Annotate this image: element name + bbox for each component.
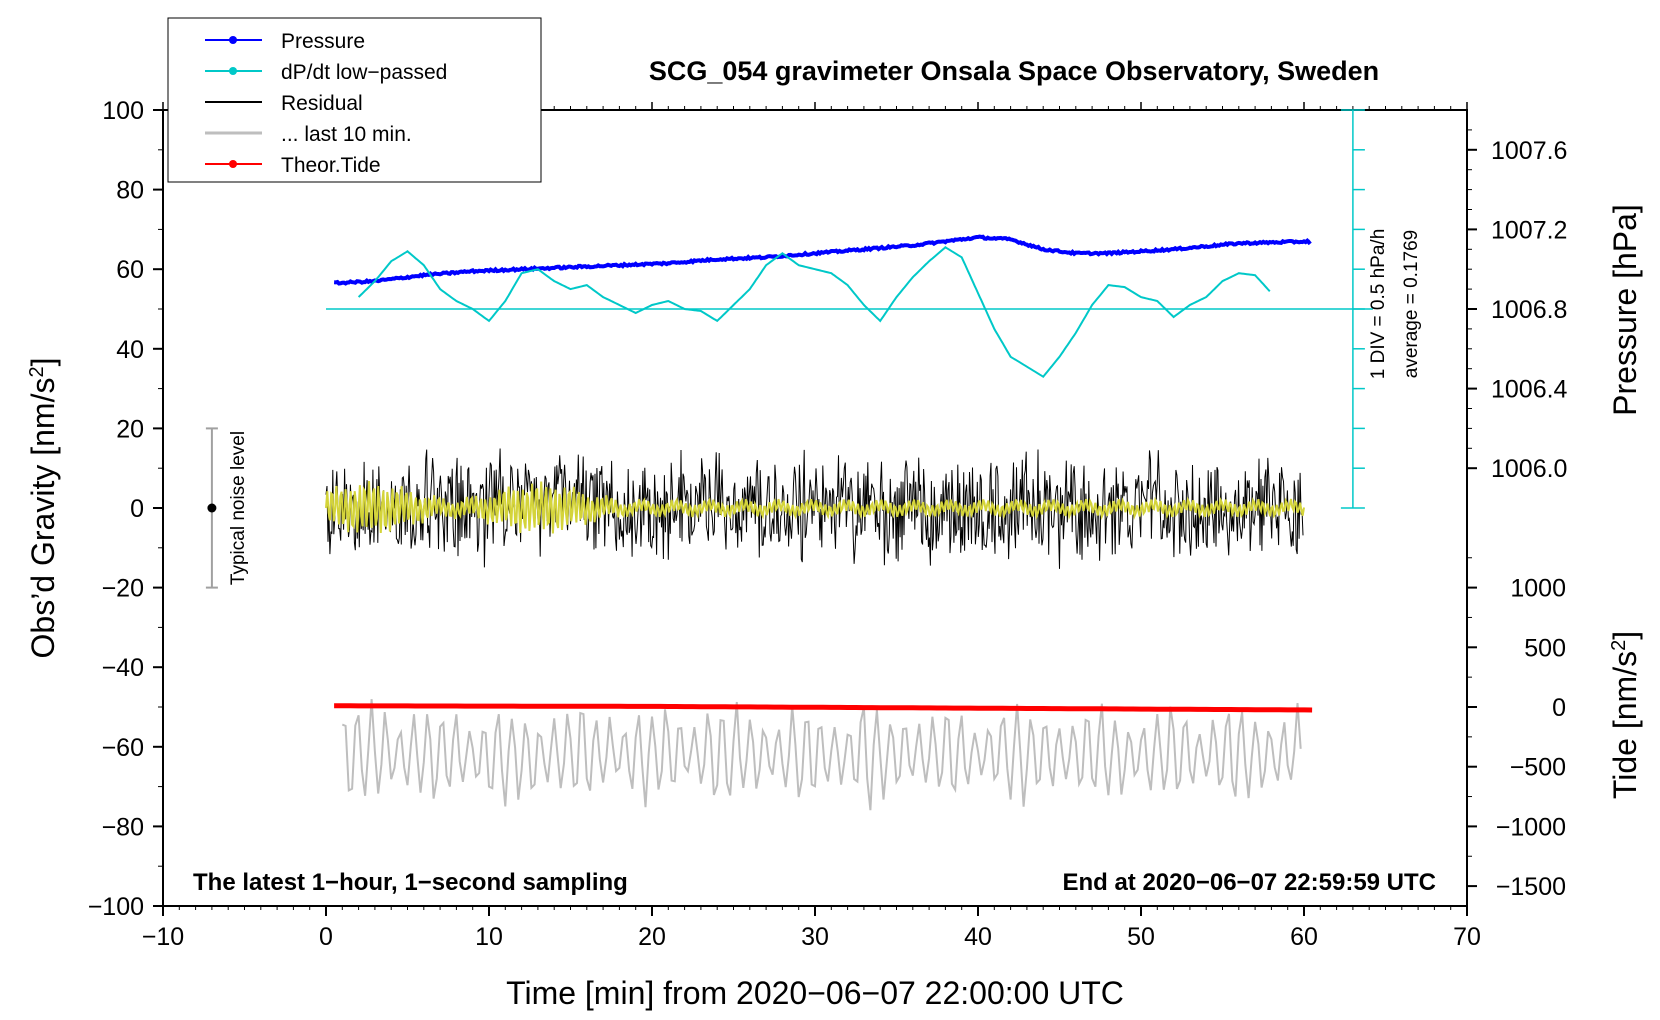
x-tick-label: 10 <box>475 923 503 951</box>
legend-label: dP/dt low−passed <box>281 61 447 84</box>
y-axis-label-left-sup: 2 <box>26 366 48 377</box>
scale-label-div: 1 DIV = 0.5 hPa/h <box>1368 229 1389 380</box>
series-last-10-min <box>341 699 1302 811</box>
legend-label: Residual <box>281 92 363 115</box>
x-axis-label: Time [min] from 2020−06−07 22:00:00 UTC <box>506 975 1124 1011</box>
legend: Pressure dP/dt low−passed Residual ... last… <box>167 17 542 183</box>
y-tick-label: −100 <box>88 893 144 921</box>
y-axis-label-left: Obs’d Gravity [nm/s2] <box>25 358 61 659</box>
y-tick-label: 60 <box>116 256 144 284</box>
legend-marker <box>229 160 237 168</box>
x-tick-label: 20 <box>638 923 666 951</box>
pressure-tick-label: 1006.8 <box>1491 296 1567 324</box>
y-tick-label: −60 <box>102 734 144 762</box>
pressure-tick-label: 1006.4 <box>1491 376 1568 404</box>
x-tick-label: 30 <box>801 923 829 951</box>
tide-tick-label: 1000 <box>1510 575 1566 603</box>
x-tick-label: 70 <box>1453 923 1481 951</box>
series-pressure <box>333 234 1312 286</box>
noise-level-label: Typical noise level <box>228 431 249 585</box>
legend-label: Theor.Tide <box>281 154 381 177</box>
noise-level-indicator <box>205 427 218 589</box>
axes: −10 0 10 20 30 40 50 60 70100806040200−20−40−60−… <box>88 97 1568 951</box>
legend-marker <box>229 67 237 75</box>
legend-label: Pressure <box>281 30 365 53</box>
series-theor-tide <box>334 703 1313 713</box>
y-tick-label: 80 <box>116 177 144 205</box>
pressure-tick-label: 1006.0 <box>1491 455 1567 483</box>
y-tick-label: −40 <box>102 654 144 682</box>
y-axis-label-left-close: ] <box>25 358 61 367</box>
y-axis-label-left-text: Obs’d Gravity [nm/s <box>25 378 61 659</box>
x-tick-label: 0 <box>319 923 333 951</box>
series-residual-smoothed <box>325 480 1305 534</box>
tide-tick-label: −1000 <box>1496 813 1566 841</box>
x-tick-label: 40 <box>964 923 992 951</box>
y-tick-label: 40 <box>116 336 144 364</box>
y-tick-label: 100 <box>102 97 144 125</box>
x-tick-label: 50 <box>1127 923 1155 951</box>
tide-tick-label: −1500 <box>1496 873 1566 901</box>
y-axis-label-pressure: Pressure [hPa] <box>1607 204 1643 416</box>
legend-entries: Pressure dP/dt low−passed Residual ... last… <box>205 30 447 177</box>
y-tick-label: −80 <box>102 813 144 841</box>
legend-label: ... last 10 min. <box>281 123 412 146</box>
x-tick-label: 60 <box>1290 923 1318 951</box>
series-dpdt <box>357 246 1271 379</box>
pressure-tick-label: 1007.2 <box>1491 216 1567 244</box>
tide-tick-label: −500 <box>1510 754 1566 782</box>
noise-center-dot <box>207 503 217 513</box>
y-tick-label: 20 <box>116 415 144 443</box>
scale-label-average: average = 0.1769 <box>1401 230 1422 378</box>
y-tick-label: 0 <box>130 495 144 523</box>
tide-tick-label: 500 <box>1524 634 1566 662</box>
y-axis-label-tide-close: ] <box>1607 631 1643 640</box>
y-tick-label: −20 <box>102 575 144 603</box>
chart-title: SCG_054 gravimeter Onsala Space Observat… <box>649 56 1379 86</box>
tide-tick-label: 0 <box>1552 694 1566 722</box>
legend-marker <box>229 36 237 44</box>
y-axis-label-tide-sup: 2 <box>1608 640 1630 651</box>
pressure-tick-label: 1007.6 <box>1491 137 1567 165</box>
y-axis-label-tide-text: Tide [nm/s <box>1607 651 1643 799</box>
series-layer <box>325 234 1373 811</box>
note-right: End at 2020−06−07 22:59:59 UTC <box>1062 869 1436 896</box>
x-tick-label: −10 <box>142 923 184 951</box>
y-axis-label-tide: Tide [nm/s2] <box>1607 631 1643 799</box>
legend-box <box>167 17 542 183</box>
dpdt-scale-bar <box>1340 109 1365 509</box>
note-left: The latest 1−hour, 1−second sampling <box>193 869 628 896</box>
